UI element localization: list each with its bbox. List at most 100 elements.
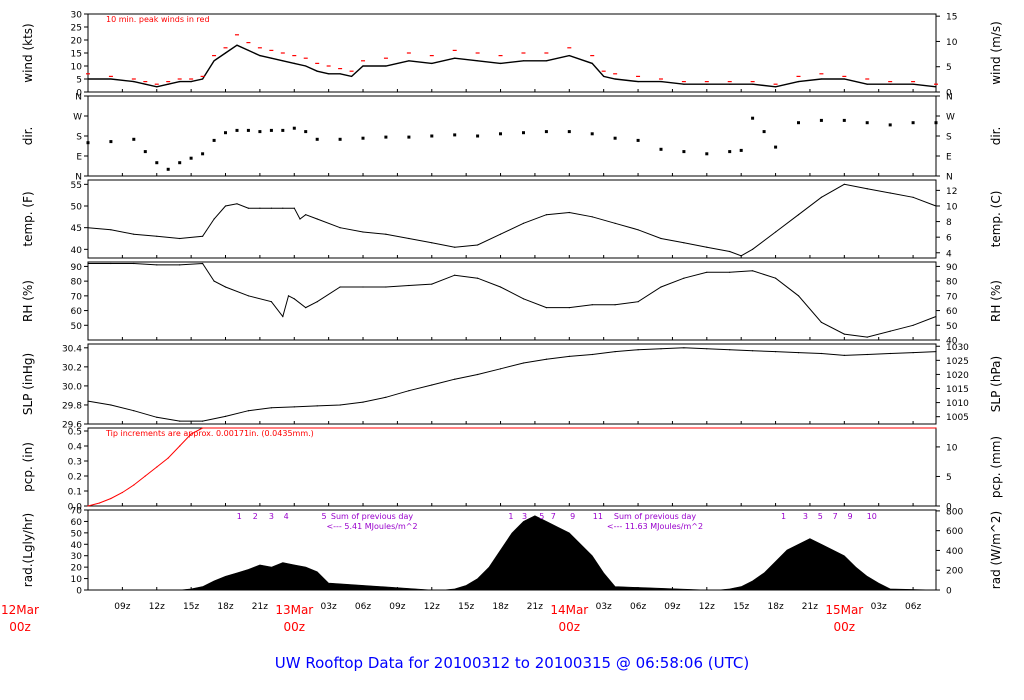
pcp-annotation: Tip increments are approx. 0.00171in. (0… bbox=[105, 429, 314, 438]
series-wind bbox=[88, 44, 937, 88]
rh-point bbox=[752, 270, 754, 272]
wind-point bbox=[351, 75, 353, 77]
right-tick-label: 4 bbox=[946, 249, 952, 259]
rad-hour-number: 7 bbox=[551, 512, 556, 521]
wind-point bbox=[775, 86, 777, 88]
left-tick-label: 10 bbox=[71, 63, 83, 73]
dir-point bbox=[189, 156, 193, 160]
wind-point bbox=[213, 60, 215, 62]
rh-point bbox=[683, 277, 685, 279]
temp-point bbox=[454, 246, 456, 248]
slp-point bbox=[866, 353, 868, 356]
pcp-point bbox=[144, 475, 146, 477]
dir-point bbox=[739, 148, 743, 152]
left-tick-label: 29.8 bbox=[62, 401, 82, 411]
day-tick-hour: 00z bbox=[559, 620, 581, 634]
wind-point bbox=[935, 86, 937, 88]
temp-point bbox=[362, 231, 364, 233]
right-tick-label: W bbox=[946, 113, 955, 123]
wind-point bbox=[133, 81, 135, 83]
hour-tick-label: 06z bbox=[905, 602, 921, 612]
dir-point bbox=[751, 116, 755, 120]
wind-point bbox=[282, 60, 284, 62]
left-tick-label: N bbox=[75, 173, 82, 183]
pcp-point bbox=[156, 466, 158, 468]
temp-point bbox=[660, 237, 662, 240]
temp-point bbox=[797, 214, 800, 216]
wind-point bbox=[247, 49, 249, 52]
slp-point bbox=[224, 415, 227, 417]
panel-dir-frame bbox=[87, 95, 937, 177]
dir-point bbox=[682, 150, 686, 154]
dir-point bbox=[567, 130, 571, 134]
left-tick-label: 50 bbox=[71, 529, 83, 539]
rh-point bbox=[431, 283, 433, 285]
chart-title: UW Rooftop Data for 20100312 to 20100315… bbox=[275, 654, 749, 672]
rh-point bbox=[87, 262, 89, 265]
panel-wind: 0 5 10 15 20 25 30 0 5 10 15 wind (kts) wind (m/s) 10… bbox=[21, 11, 1003, 99]
left-tick-label: 55 bbox=[71, 181, 82, 191]
rh-point bbox=[637, 301, 639, 303]
left-tick-label: 70 bbox=[71, 507, 83, 517]
dir-point bbox=[934, 121, 938, 125]
temp-point bbox=[305, 214, 307, 216]
wind-point bbox=[339, 73, 341, 75]
wind-point bbox=[729, 83, 731, 85]
rh-point bbox=[820, 321, 823, 323]
dir-point bbox=[86, 141, 90, 145]
right-tick-label: 1030 bbox=[946, 343, 969, 353]
series-temp bbox=[87, 183, 937, 257]
dir-point bbox=[911, 121, 915, 125]
right-tick-label: 1005 bbox=[946, 413, 969, 423]
dir-point bbox=[797, 121, 800, 125]
slp-point bbox=[752, 350, 754, 352]
slp-point bbox=[797, 352, 800, 354]
left-tick-label: 0.2 bbox=[68, 473, 82, 483]
series-rh bbox=[88, 262, 937, 338]
wind-point bbox=[706, 83, 708, 85]
slp-point bbox=[431, 384, 433, 386]
slp-point bbox=[454, 378, 456, 380]
right-tick-label: 1025 bbox=[946, 357, 969, 367]
left-tick-label: 80 bbox=[71, 278, 83, 288]
slp-point bbox=[110, 404, 112, 406]
hour-tick-label: 06z bbox=[355, 602, 371, 612]
right-tick-label: 60 bbox=[946, 307, 958, 317]
panel-slp-ylabel-left: SLP (inHg) bbox=[21, 353, 35, 415]
hour-tick-label: 21z bbox=[252, 602, 268, 612]
right-tick-label: N bbox=[946, 93, 953, 103]
panel-wind-ylabel-right: wind (m/s) bbox=[989, 21, 1003, 85]
day-tick-hour: 00z bbox=[284, 620, 306, 634]
slp-point bbox=[706, 348, 708, 350]
series-slp bbox=[87, 347, 937, 422]
wind-point bbox=[408, 60, 410, 62]
wind-point bbox=[110, 78, 112, 80]
left-tick-label: 20 bbox=[71, 37, 83, 47]
left-tick-label: 30 bbox=[71, 552, 83, 562]
rh-point bbox=[454, 274, 456, 276]
rad-sum-label-1: Sum of previous day bbox=[331, 512, 413, 521]
right-tick-label: 10 bbox=[946, 443, 958, 453]
rh-point bbox=[545, 307, 548, 309]
hour-tick-label: 12z bbox=[699, 602, 715, 612]
rh-point bbox=[912, 324, 914, 326]
slp-point bbox=[477, 373, 479, 376]
slp-point bbox=[614, 351, 616, 353]
left-tick-label: 0 bbox=[76, 89, 82, 99]
left-tick-label: 60 bbox=[71, 518, 83, 528]
slp-point bbox=[499, 368, 502, 370]
dir-point bbox=[338, 137, 342, 141]
rh-point bbox=[202, 262, 204, 265]
dir-point bbox=[143, 150, 147, 154]
wind-point bbox=[843, 78, 845, 80]
dir-point bbox=[269, 128, 273, 132]
dir-point bbox=[590, 132, 594, 136]
dir-point bbox=[762, 130, 766, 134]
pcp-point bbox=[121, 491, 123, 494]
temp-point bbox=[729, 250, 731, 253]
wind-point bbox=[167, 83, 169, 85]
wind-point bbox=[224, 52, 227, 54]
dir-point bbox=[246, 128, 250, 132]
